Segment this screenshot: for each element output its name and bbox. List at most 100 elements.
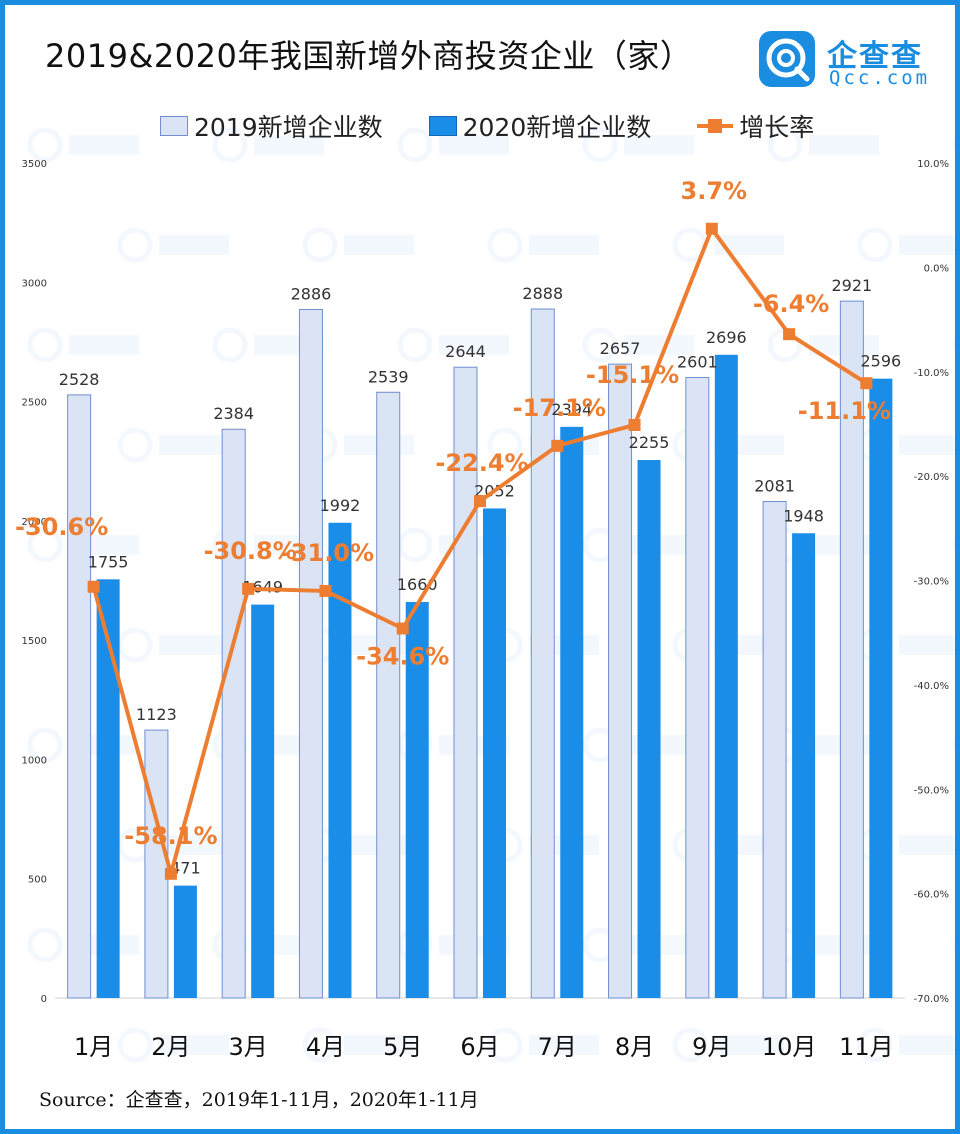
watermark-icon [857, 227, 955, 263]
y2-tick-label: -50.0% [914, 785, 949, 796]
y-tick-label: 2500 [22, 398, 47, 409]
bar-2019 [376, 391, 401, 999]
bar-2020-value-label: 471 [170, 859, 201, 878]
watermark-icon [117, 227, 229, 263]
bar-2019 [608, 363, 633, 999]
bar-2020-value-label: 2394 [551, 400, 592, 419]
watermark-icon [212, 127, 324, 163]
legend-swatch-2020 [428, 116, 457, 136]
rate-point [319, 584, 332, 597]
bar-2019-value-label: 2888 [522, 284, 563, 303]
watermark-icon [27, 127, 139, 163]
bar-2020 [328, 522, 352, 998]
bar-2020 [173, 885, 197, 998]
legend-swatch-rate [697, 116, 734, 136]
x-tick-label: 7月 [538, 1033, 577, 1061]
x-tick-label: 11月 [839, 1033, 894, 1061]
bar-2020-value-label: 1948 [783, 506, 824, 525]
watermark-icon [582, 327, 694, 363]
bar-2019 [453, 366, 478, 999]
bar-2020 [714, 354, 738, 999]
bar-2020 [483, 508, 506, 998]
legend-item-2019: 2019新增企业数 [160, 108, 383, 144]
rate-point [242, 582, 255, 595]
watermark-icon [117, 627, 229, 663]
bar-2019 [221, 428, 246, 999]
brand-name: 企查查 [827, 39, 923, 74]
brand-site: Qcc.com [829, 67, 931, 89]
bar-2020 [560, 426, 584, 998]
rate-value-label: -58.1% [124, 822, 217, 850]
bar-2019 [298, 308, 323, 999]
legend-label-rate: 增长率 [739, 113, 815, 142]
bar-2019-value-label: 2601 [677, 352, 718, 371]
watermark-icon [487, 227, 599, 263]
x-tick-label: 8月 [615, 1033, 654, 1061]
rate-value-label: -34.6% [356, 643, 449, 671]
y2-tick-label: -20.0% [914, 472, 949, 483]
brand-logo: 企查查 Qcc.com [757, 29, 937, 93]
x-tick-label: 9月 [692, 1033, 731, 1061]
rate-point [705, 222, 718, 235]
chart-title: 2019&2020年我国新增外商投资企业（家） [45, 37, 693, 75]
rate-value-label: -31.0% [281, 539, 374, 567]
bar-2020-value-label: 2696 [706, 328, 747, 347]
x-tick-label: 5月 [383, 1033, 422, 1061]
bar-2020 [96, 579, 120, 998]
y2-tick-label: -40.0% [914, 681, 949, 692]
bar-2019-value-label: 2921 [832, 276, 873, 295]
bar-2019-value-label: 2539 [368, 367, 409, 386]
chart-legend: 2019新增企业数 2020新增企业数 增长率 [160, 109, 860, 143]
legend-swatch-2019 [160, 116, 188, 136]
y-tick-label: 500 [28, 875, 47, 886]
rate-point [628, 418, 641, 431]
y-tick-label: 3500 [22, 159, 47, 170]
watermark-icon [767, 127, 879, 163]
y2-tick-label: -30.0% [914, 577, 949, 588]
rate-point [783, 328, 796, 341]
rate-point [396, 622, 409, 635]
bar-2019 [530, 308, 555, 999]
watermark-icon [857, 1027, 955, 1063]
rate-point [87, 580, 100, 593]
bar-2019 [144, 729, 169, 999]
y2-tick-label: -10.0% [914, 368, 949, 379]
legend-item-2020: 2020新增企业数 [428, 108, 652, 144]
y-tick-label: 3000 [22, 278, 47, 289]
bar-2020 [792, 533, 816, 998]
rate-value-label: -11.1% [798, 397, 891, 425]
bar-2019-value-label: 2644 [445, 342, 486, 361]
rate-point [164, 867, 177, 880]
y-tick-label: 1000 [22, 755, 47, 766]
bar-2020-value-label: 2596 [861, 352, 902, 371]
rate-value-label: -30.8% [204, 537, 297, 565]
bar-2019 [67, 394, 92, 999]
bar-2020 [405, 601, 429, 998]
rate-value-label: 3.7% [681, 177, 748, 205]
watermark-icon [302, 227, 414, 263]
x-tick-label: 2月 [151, 1033, 190, 1061]
rate-point [860, 377, 873, 390]
watermark-icon [27, 327, 139, 363]
bar-2019-value-label: 2081 [754, 477, 795, 496]
watermark-icon [117, 1027, 229, 1063]
bar-2020-value-label: 1992 [320, 496, 361, 515]
bar-2019-value-label: 1123 [136, 705, 177, 724]
x-tick-label: 10月 [762, 1033, 817, 1061]
source-note: Source：企查查，2019年1-11月，2020年1-11月 [39, 1089, 479, 1111]
bar-2020-value-label: 2255 [629, 433, 670, 452]
chart-plot: 0 500 1000 1500 2000 2500 3000 3500 -70.0% -60.0%… [15, 127, 955, 1063]
rate-value-label: -17.1% [513, 394, 606, 422]
y-tick-label: 1500 [22, 636, 47, 647]
qcc-logo-icon [759, 31, 815, 87]
x-tick-label: 6月 [460, 1033, 499, 1061]
rate-value-label: -30.6% [15, 513, 108, 541]
y2-tick-label: 0.0% [924, 263, 949, 274]
legend-label-2020: 2020新增企业数 [462, 113, 652, 142]
bar-2020 [637, 460, 661, 998]
bar-2019 [762, 501, 787, 999]
watermark-icon [117, 427, 229, 463]
legend-item-rate: 增长率 [697, 108, 814, 144]
bar-2019 [685, 376, 710, 999]
